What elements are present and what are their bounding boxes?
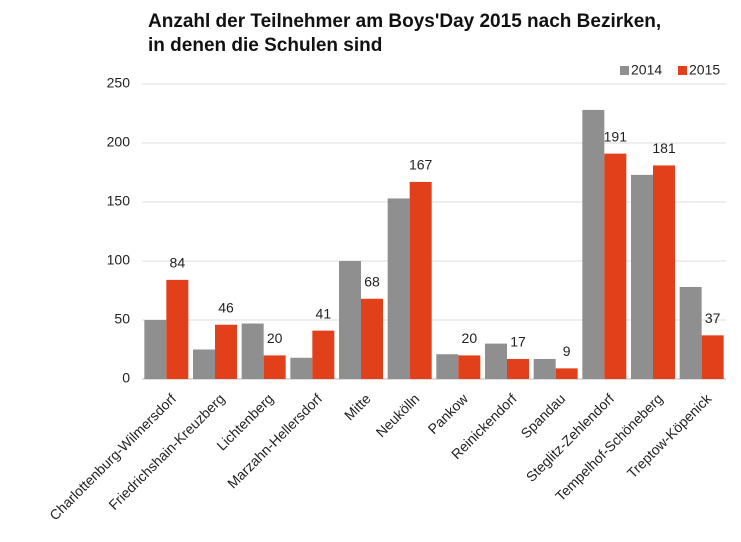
y-tick-label: 150 — [107, 193, 131, 209]
bar — [458, 355, 481, 379]
chart-title: Anzahl der Teilnehmer am Boys'Day 2015 n… — [148, 11, 662, 56]
x-tick-label: Neukölln — [373, 390, 423, 440]
bar — [701, 335, 724, 379]
x-tick-label: Spandau — [517, 390, 568, 441]
bar — [361, 298, 383, 379]
y-tick-label: 250 — [107, 75, 131, 91]
bar — [582, 109, 605, 380]
y-tick-label: 50 — [114, 311, 130, 327]
bar — [555, 368, 578, 379]
legend-swatch — [620, 66, 629, 75]
bar — [679, 286, 702, 379]
bar — [290, 357, 313, 379]
bar — [533, 358, 556, 379]
data-label: 191 — [604, 128, 628, 144]
x-tick-label: Mitte — [341, 390, 374, 423]
data-label: 20 — [267, 330, 283, 346]
y-tick-label: 100 — [107, 252, 131, 268]
bar — [485, 343, 507, 379]
bar — [215, 324, 237, 379]
bar — [193, 349, 215, 379]
bar — [241, 323, 264, 379]
y-tick-label: 200 — [107, 134, 131, 150]
bar — [653, 165, 675, 379]
bar — [409, 181, 432, 379]
bar — [263, 355, 286, 379]
bar — [507, 358, 529, 379]
data-label: 9 — [563, 343, 571, 359]
data-label: 84 — [170, 255, 186, 271]
bar — [436, 354, 459, 379]
bar — [166, 279, 189, 379]
bar — [312, 330, 335, 379]
x-tick-label: Treptow-Köpenick — [624, 390, 715, 481]
data-label: 17 — [510, 334, 526, 350]
legend-label: 2014 — [631, 62, 662, 78]
data-label: 41 — [316, 305, 332, 321]
bar — [387, 198, 410, 379]
bar — [604, 153, 627, 379]
legend-label: 2015 — [689, 62, 720, 78]
legend-swatch — [678, 66, 687, 75]
data-label: 181 — [652, 140, 676, 156]
bar — [144, 320, 167, 379]
bar — [339, 261, 361, 379]
x-tick-label: Marzahn-Hellersdorf — [224, 390, 325, 491]
data-label: 37 — [705, 310, 721, 326]
data-label: 68 — [364, 273, 380, 289]
bar — [631, 174, 653, 379]
x-tick-label: Steglitz-Zehlendorf — [523, 390, 617, 484]
data-label: 167 — [409, 157, 433, 173]
data-label: 20 — [462, 330, 478, 346]
data-label: 46 — [218, 299, 234, 315]
y-tick-label: 0 — [122, 370, 130, 386]
x-tick-label: Pankow — [425, 390, 472, 437]
